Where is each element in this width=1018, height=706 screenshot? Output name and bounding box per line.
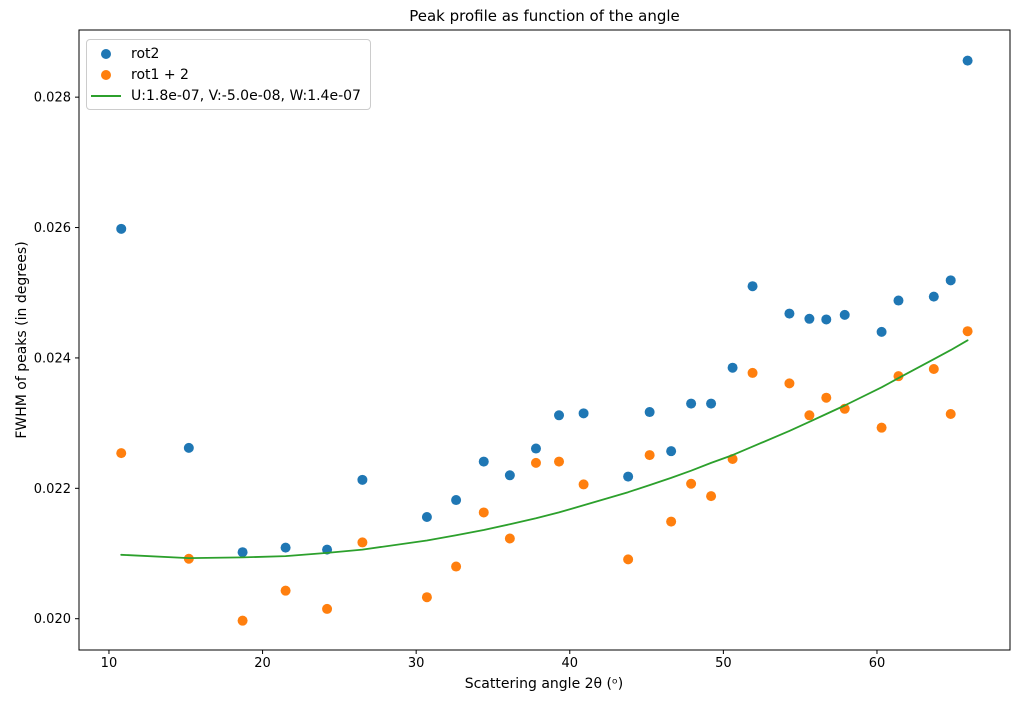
scatter-point-rot2 xyxy=(183,442,194,453)
scatter-point-rot2 xyxy=(421,512,432,523)
scatter-point-rot1-2 xyxy=(280,585,291,596)
scatter-point-rot1-2 xyxy=(928,364,939,375)
scatter-point-rot1-2 xyxy=(784,378,795,389)
scatter-point-rot2 xyxy=(893,295,904,306)
scatter-point-rot1-2 xyxy=(451,561,462,572)
legend-item-rot1plus2: rot1 + 2 xyxy=(87,64,361,85)
scatter-point-rot1-2 xyxy=(504,533,515,544)
scatter-point-rot2 xyxy=(706,398,717,409)
scatter-point-rot2 xyxy=(747,281,758,292)
fit-curve xyxy=(120,339,969,559)
scatter-point-rot2 xyxy=(116,223,127,234)
x-tick-label: 30 xyxy=(408,656,425,671)
rot1plus2-dot-icon xyxy=(101,69,111,80)
legend-item-fit-curve: U:1.8e-07, V:-5.0e-08, W:1.4e-07 xyxy=(87,85,361,106)
scatter-point-rot1-2 xyxy=(578,479,589,490)
scatter-point-rot1-2 xyxy=(554,456,565,467)
scatter-point-rot1-2 xyxy=(322,603,333,614)
scatter-point-rot2 xyxy=(727,362,738,373)
scatter-point-rot2 xyxy=(280,542,291,553)
scatter-point-rot2 xyxy=(451,495,462,506)
scatter-point-rot1-2 xyxy=(747,367,758,378)
y-tick-label: 0.020 xyxy=(34,612,71,627)
legend-item-rot2: rot2 xyxy=(87,43,361,64)
y-tick-label: 0.022 xyxy=(34,482,71,497)
legend-marker-cell xyxy=(87,48,125,59)
scatter-point-rot1-2 xyxy=(357,537,368,548)
scatter-point-rot2 xyxy=(530,443,541,454)
y-axis-label: FWHM of peaks (in degrees) xyxy=(14,241,30,439)
legend-marker-cell xyxy=(87,94,125,97)
rot2-dot-icon xyxy=(101,48,111,59)
scatter-point-rot1-2 xyxy=(530,457,541,468)
scatter-point-rot2 xyxy=(821,314,832,325)
scatter-point-rot2 xyxy=(478,456,489,467)
scatter-point-rot2 xyxy=(839,309,850,320)
legend-label: U:1.8e-07, V:-5.0e-08, W:1.4e-07 xyxy=(131,87,361,104)
y-tick-label: 0.024 xyxy=(34,351,71,366)
scatter-point-rot1-2 xyxy=(821,392,832,403)
scatter-point-rot2 xyxy=(945,275,956,286)
scatter-point-rot1-2 xyxy=(876,422,887,433)
x-tick-label: 50 xyxy=(715,656,732,671)
scatter-point-rot2 xyxy=(686,398,697,409)
scatter-point-rot2 xyxy=(804,313,815,324)
scatter-point-rot1-2 xyxy=(962,326,973,337)
x-axis-label: Scattering angle 2θ (ᵒ) xyxy=(464,676,624,692)
legend-label: rot1 + 2 xyxy=(131,66,189,83)
scatter-point-rot2 xyxy=(578,408,589,419)
y-tick-label: 0.028 xyxy=(34,91,71,106)
fit-line-icon xyxy=(91,94,121,97)
x-tick-label: 10 xyxy=(101,656,118,671)
x-tick-label: 40 xyxy=(561,656,578,671)
x-tick-label: 20 xyxy=(254,656,271,671)
scatter-point-rot1-2 xyxy=(623,554,634,565)
scatter-point-rot2 xyxy=(554,410,565,421)
scatter-point-rot1-2 xyxy=(706,491,717,502)
scatter-point-rot2 xyxy=(644,407,655,418)
scatter-point-rot2 xyxy=(237,547,248,558)
axes-spines xyxy=(78,29,1011,651)
scatter-point-rot2 xyxy=(623,471,634,482)
plot-title: Peak profile as function of the angle xyxy=(409,7,680,25)
scatter-point-rot2 xyxy=(504,470,515,481)
scatter-point-rot1-2 xyxy=(421,592,432,603)
legend-label: rot2 xyxy=(131,45,160,62)
x-tick-label: 60 xyxy=(869,656,886,671)
scatter-point-rot1-2 xyxy=(237,615,248,626)
scatter-point-rot1-2 xyxy=(478,507,489,518)
scatter-point-rot1-2 xyxy=(686,478,697,489)
scatter-point-rot2 xyxy=(962,55,973,66)
scatter-point-rot1-2 xyxy=(804,410,815,421)
scatter-point-rot1-2 xyxy=(644,450,655,461)
scatter-point-rot1-2 xyxy=(945,408,956,419)
legend: rot2 rot1 + 2 U:1.8e-07, V:-5.0e-08, W:1… xyxy=(86,39,371,110)
scatter-point-rot1-2 xyxy=(666,516,677,527)
legend-marker-cell xyxy=(87,69,125,80)
scatter-point-rot1-2 xyxy=(116,448,127,459)
scatter-point-rot2 xyxy=(357,474,368,485)
scatter-point-rot2 xyxy=(784,308,795,319)
y-tick-label: 0.026 xyxy=(34,221,71,236)
scatter-point-rot2 xyxy=(928,291,939,302)
scatter-point-rot2 xyxy=(876,326,887,337)
scatter-point-rot2 xyxy=(666,446,677,457)
